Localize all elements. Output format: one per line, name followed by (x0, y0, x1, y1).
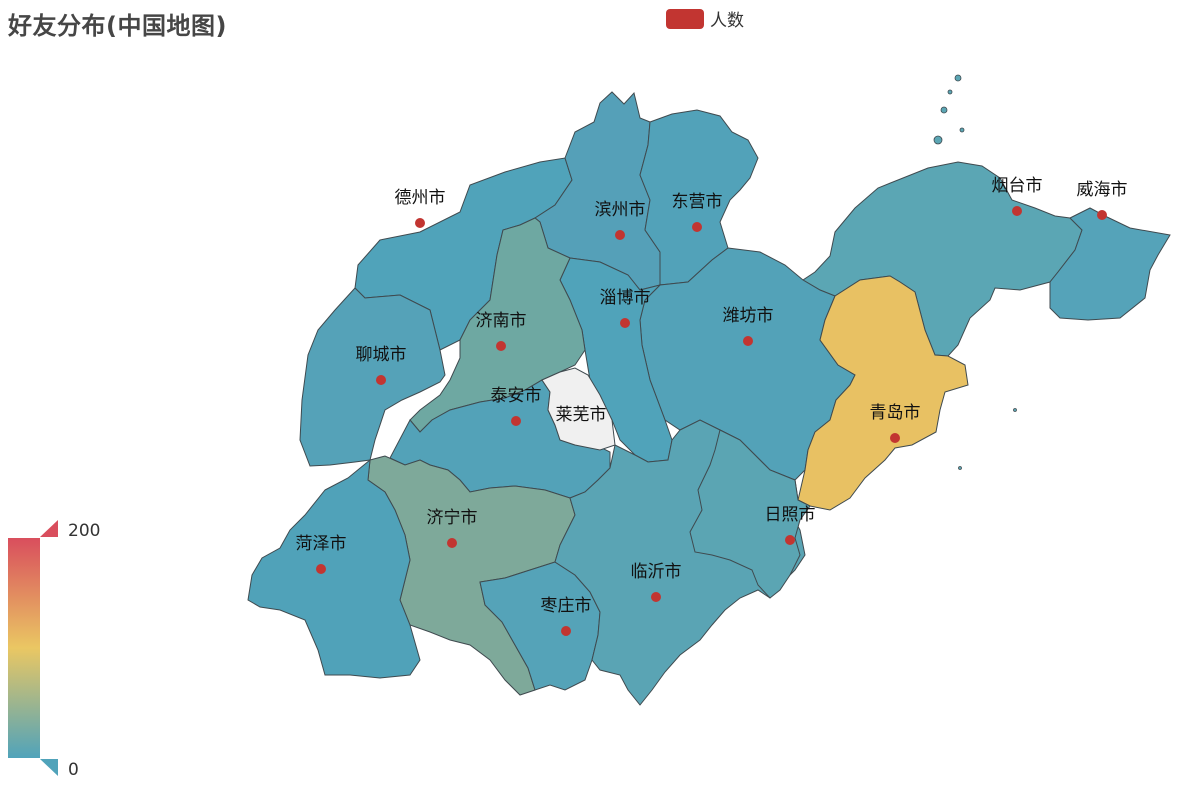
island-3 (933, 135, 943, 145)
region-6[interactable] (797, 275, 969, 511)
legend-item[interactable]: 人数 (666, 6, 744, 31)
city-dot-2[interactable] (692, 222, 702, 232)
region-11[interactable] (541, 367, 616, 451)
island-5 (1013, 408, 1017, 412)
legend-swatch (666, 8, 704, 29)
city-label-11: 莱芜市 (556, 405, 607, 425)
city-dot-0[interactable] (415, 218, 425, 228)
visual-map-max-label: 200 (68, 521, 100, 541)
visual-map-top-handle[interactable] (40, 520, 58, 537)
city-label-1: 滨州市 (595, 200, 646, 220)
city-dot-14[interactable] (561, 626, 571, 636)
city-dot-3[interactable] (1012, 206, 1022, 216)
city-label-14: 枣庄市 (541, 596, 592, 616)
city-label-8: 济南市 (476, 311, 527, 331)
visual-map-min-label: 0 (68, 760, 79, 780)
city-dot-13[interactable] (316, 564, 326, 574)
city-dot-1[interactable] (615, 230, 625, 240)
region-4[interactable] (1049, 207, 1171, 321)
city-label-0: 德州市 (395, 188, 446, 208)
city-dot-8[interactable] (496, 341, 506, 351)
city-dot-12[interactable] (447, 538, 457, 548)
city-label-10: 泰安市 (491, 386, 542, 406)
city-label-2: 东营市 (672, 192, 723, 212)
visual-map-bar[interactable] (8, 538, 40, 758)
city-label-13: 菏泽市 (296, 534, 347, 554)
city-label-9: 聊城市 (356, 345, 407, 365)
city-label-16: 日照市 (765, 505, 816, 525)
city-dot-6[interactable] (890, 433, 900, 443)
region-16[interactable] (689, 429, 811, 599)
city-dot-9[interactable] (376, 375, 386, 385)
island-4 (959, 127, 965, 133)
island-2 (940, 106, 948, 114)
city-label-7: 淄博市 (600, 288, 651, 308)
island-1 (947, 89, 953, 95)
city-dot-15[interactable] (651, 592, 661, 602)
city-dot-10[interactable] (511, 416, 521, 426)
city-label-12: 济宁市 (427, 508, 478, 528)
city-dot-7[interactable] (620, 318, 630, 328)
region-2[interactable] (639, 109, 759, 286)
region-13[interactable] (247, 458, 421, 679)
city-label-3: 烟台市 (992, 176, 1043, 196)
visual-map-bottom-handle[interactable] (40, 759, 58, 776)
island-6 (958, 466, 962, 470)
island-0 (954, 74, 962, 82)
city-label-15: 临沂市 (631, 562, 682, 582)
city-dot-5[interactable] (743, 336, 753, 346)
city-label-4: 威海市 (1077, 180, 1128, 200)
chart-title: 好友分布(中国地图) (8, 12, 227, 40)
city-dot-4[interactable] (1097, 210, 1107, 220)
city-label-5: 潍坊市 (723, 306, 774, 326)
city-label-6: 青岛市 (870, 403, 921, 423)
city-dot-16[interactable] (785, 535, 795, 545)
legend-label: 人数 (710, 11, 744, 31)
region-9[interactable] (299, 287, 446, 467)
region-14[interactable] (479, 561, 601, 691)
